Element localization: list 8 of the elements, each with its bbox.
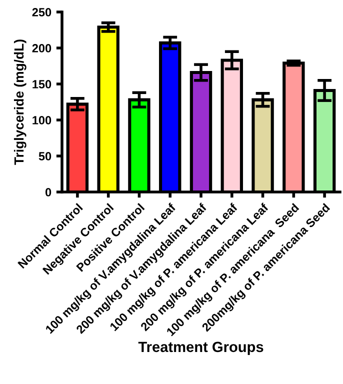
x-axis-title: Treatment Groups: [138, 342, 264, 355]
y-tick-label: 150: [32, 80, 52, 88]
y-tick-label: 100: [32, 116, 52, 124]
y-tick-label: 250: [32, 8, 52, 16]
y-tick-label: 0: [45, 188, 52, 196]
y-axis-title: Triglyceride (mg/dL): [14, 40, 26, 165]
y-tick-label: 200: [32, 44, 52, 52]
y-tick-label: 50: [38, 152, 52, 160]
